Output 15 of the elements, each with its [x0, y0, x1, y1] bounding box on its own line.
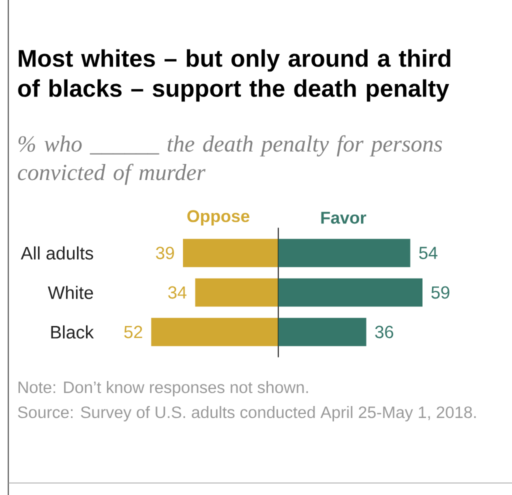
- text: Note: Don’t know responses not shown.: [18, 381, 308, 396]
- source-note: Source: Survey of U.S. adults conducted April 25-May 1, 2018.: [18, 406, 476, 422]
- series-label: Oppose: [187, 210, 250, 226]
- data-label: 36: [375, 326, 394, 338]
- data-label: 59: [431, 286, 450, 299]
- chart-subtitle: % who ______ the death penalty for persons convicted of murder: [18, 135, 442, 185]
- data-label: 34: [168, 286, 186, 299]
- y-tick-label: White: [48, 286, 93, 300]
- data-label: 54: [419, 246, 438, 260]
- data-label: 39: [156, 246, 174, 260]
- data-label: 52: [124, 326, 142, 338]
- series-label: Favor: [321, 212, 366, 224]
- y-tick-label: All adults: [20, 246, 94, 260]
- chart-title: Most whites – but only around a third of blacks – support the death penalty: [18, 49, 450, 102]
- y-tick-label: Black: [51, 325, 94, 339]
